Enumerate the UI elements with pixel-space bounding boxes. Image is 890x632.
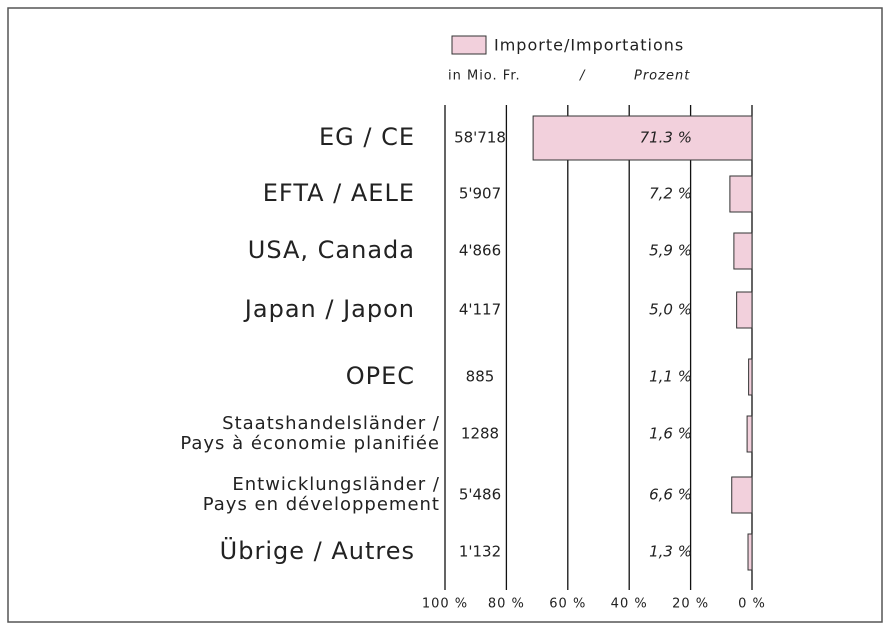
amount-label: 4'117 <box>459 301 501 319</box>
bar <box>736 291 753 329</box>
amount-label: 1'132 <box>459 543 501 561</box>
category-label: EG / CE <box>319 123 415 151</box>
amount-header: in Mio. Fr. <box>448 69 521 84</box>
category-label: USA, Canada <box>248 236 415 264</box>
x-tick-label: 100 % <box>422 597 468 612</box>
category-label: Pays en développement <box>203 494 440 515</box>
amount-label: 4'866 <box>459 242 501 260</box>
value-label: 6,6 % <box>649 486 692 504</box>
bar <box>747 533 753 571</box>
amount-label: 885 <box>466 368 495 386</box>
category-label: OPEC <box>346 362 415 390</box>
x-tick-label: 80 % <box>488 597 525 612</box>
bar <box>532 115 753 161</box>
bar <box>748 358 753 396</box>
category-label: Japan / Japon <box>243 295 415 323</box>
bar <box>731 476 753 514</box>
header-separator: / <box>579 69 586 84</box>
amount-label: 5'486 <box>459 486 501 504</box>
category-label: EFTA / AELE <box>263 179 415 207</box>
category-label: Staatshandelsländer / <box>222 413 440 434</box>
bar <box>746 415 753 453</box>
legend-label: Importe/Importations <box>494 36 684 55</box>
bar <box>729 175 753 213</box>
category-label: Übrige / Autres <box>220 536 415 565</box>
category-label: Entwicklungsländer / <box>232 474 440 495</box>
percent-header: Prozent <box>634 69 690 84</box>
value-label: 5,9 % <box>649 242 692 260</box>
x-tick-label: 0 % <box>738 597 766 612</box>
value-label: 7,2 % <box>649 185 692 203</box>
amount-label: 5'907 <box>459 185 501 203</box>
x-tick-label: 20 % <box>672 597 709 612</box>
legend-swatch <box>451 35 487 55</box>
bar <box>733 232 753 270</box>
value-label: 1,6 % <box>649 425 692 443</box>
amount-label: 1288 <box>461 425 499 443</box>
value-label: 5,0 % <box>649 301 692 319</box>
value-label: 1,1 % <box>649 368 692 386</box>
x-tick-label: 40 % <box>611 597 648 612</box>
amount-label: 58'718 <box>454 129 506 147</box>
x-tick-label: 60 % <box>549 597 586 612</box>
category-label: Pays à économie planifiée <box>180 433 440 454</box>
value-label: 71.3 % <box>640 129 692 147</box>
value-label: 1,3 % <box>649 543 692 561</box>
